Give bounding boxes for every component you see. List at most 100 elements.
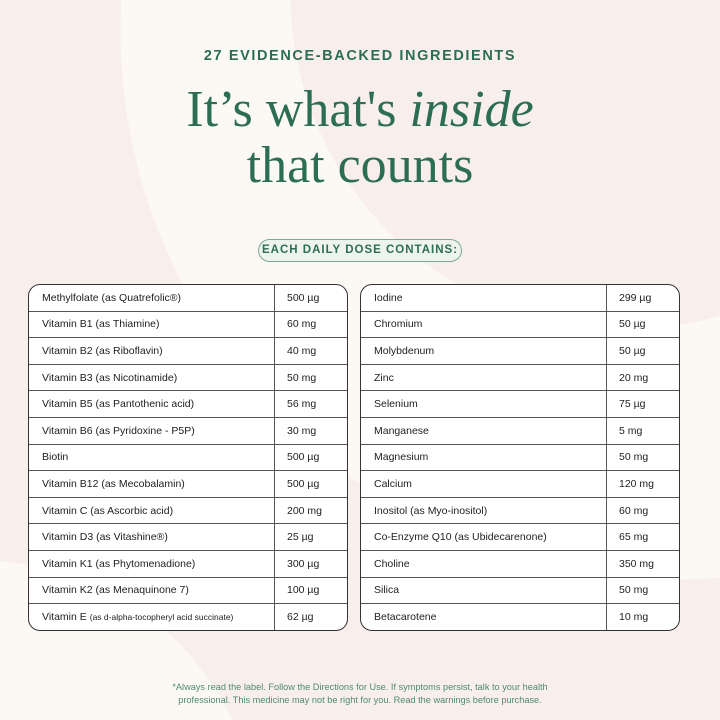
table-row: Betacarotene 10 mg xyxy=(361,604,679,630)
ingredient-name: Vitamin E (as d-alpha-tocopheryl acid suc… xyxy=(29,604,275,630)
table-row: Vitamin K1 (as Phytomenadione) 300 µg xyxy=(29,550,347,578)
table-row: Co-Enzyme Q10 (as Ubidecarenone) 65 mg xyxy=(361,524,679,551)
ingredient-dose: 40 mg xyxy=(287,344,317,357)
ingredient-name-text: Vitamin B1 (as Thiamine) xyxy=(42,318,160,331)
table-row: Vitamin C (as Ascorbic acid) 200 mg xyxy=(29,497,347,525)
table-row: Manganese 5 mg xyxy=(361,417,679,445)
ingredient-dose: 60 mg xyxy=(619,504,649,517)
ingredient-dose: 20 mg xyxy=(619,371,649,384)
daily-dose-badge: EACH DAILY DOSE CONTAINS: xyxy=(258,239,462,262)
ingredient-name: Iodine xyxy=(361,285,607,311)
ingredient-name-text: Iodine xyxy=(374,291,403,304)
ingredient-name-text: Molybdenum xyxy=(374,344,435,357)
disclaimer: *Always read the label. Follow the Direc… xyxy=(0,681,720,707)
ingredient-name: Selenium xyxy=(361,391,607,417)
ingredient-name: Vitamin K2 (as Menaquinone 7) xyxy=(29,577,275,604)
title-emphasis: inside xyxy=(409,81,534,138)
table-row: Chromium 50 µg xyxy=(361,311,679,339)
ingredient-dose: 50 mg xyxy=(287,371,317,384)
ingredient-name-text: Manganese xyxy=(374,424,429,437)
eyebrow-heading: 27 EVIDENCE-BACKED INGREDIENTS xyxy=(203,48,517,64)
disclaimer-line: *Always read the label. Follow the Direc… xyxy=(172,682,548,692)
disclaimer-line: professional. This medicine may not be r… xyxy=(178,695,542,705)
ingredient-dose: 30 mg xyxy=(287,424,317,437)
ingredients-table-left: Methylfolate (as Quatrefolic®) 500 µg Vita… xyxy=(28,284,348,631)
table-row: Silica 50 mg xyxy=(361,577,679,605)
ingredient-name-text: Vitamin E xyxy=(42,611,87,624)
ingredient-dose: 500 µg xyxy=(287,477,320,490)
table-row: Methylfolate (as Quatrefolic®) 500 µg xyxy=(29,285,347,312)
table-row: Iodine 299 µg xyxy=(361,285,679,312)
table-row: Magnesium 50 mg xyxy=(361,444,679,472)
table-row: Zinc 20 mg xyxy=(361,364,679,392)
ingredient-name: Vitamin B6 (as Pyridoxine - P5P) xyxy=(29,417,275,444)
ingredient-name: Vitamin C (as Ascorbic acid) xyxy=(29,497,275,524)
table-row: Vitamin B5 (as Pantothenic acid) 56 mg xyxy=(29,391,347,418)
ingredient-name-text: Vitamin B5 (as Pantothenic acid) xyxy=(42,398,195,411)
ingredient-dose: 300 µg xyxy=(287,557,320,570)
ingredient-name-text: Inositol (as Myo-inositol) xyxy=(374,504,488,517)
table-row: Vitamin B1 (as Thiamine) 60 mg xyxy=(29,311,347,339)
ingredient-dose: 56 mg xyxy=(287,398,317,411)
ingredient-name: Manganese xyxy=(361,417,607,444)
ingredient-name: Chromium xyxy=(361,311,607,338)
ingredient-dose: 65 mg xyxy=(619,531,649,544)
ingredient-dose: 100 µg xyxy=(287,584,320,597)
ingredient-name: Methylfolate (as Quatrefolic®) xyxy=(29,285,275,311)
ingredient-dose: 5 mg xyxy=(619,424,643,437)
ingredient-name: Vitamin K1 (as Phytomenadione) xyxy=(29,550,275,577)
ingredient-name: Betacarotene xyxy=(361,604,607,630)
ingredient-name-text: Vitamin C (as Ascorbic acid) xyxy=(42,504,174,517)
ingredient-dose: 120 mg xyxy=(619,477,655,490)
ingredient-dose: 50 mg xyxy=(619,451,649,464)
ingredient-name-text: Calcium xyxy=(374,477,412,490)
ingredient-name: Vitamin D3 (as Vitashine®) xyxy=(29,524,275,550)
ingredient-name: Vitamin B1 (as Thiamine) xyxy=(29,311,275,338)
ingredient-name: Vitamin B12 (as Mecobalamin) xyxy=(29,471,275,497)
ingredient-dose: 50 µg xyxy=(619,318,646,331)
table-row: Vitamin E (as d-alpha-tocopheryl acid suc… xyxy=(29,604,347,630)
ingredient-name: Vitamin B3 (as Nicotinamide) xyxy=(29,364,275,391)
ingredients-table-right: Iodine 299 µg Chromium 50 µg Molybdenum 50 µg… xyxy=(360,284,680,631)
table-row: Vitamin B3 (as Nicotinamide) 50 mg xyxy=(29,364,347,392)
ingredient-name: Choline xyxy=(361,550,607,577)
ingredient-name: Calcium xyxy=(361,471,607,497)
ingredient-name-text: Zinc xyxy=(374,371,394,384)
table-row: Inositol (as Myo-inositol) 60 mg xyxy=(361,497,679,525)
ingredient-name-text: Chromium xyxy=(374,318,423,331)
ingredient-name: Co-Enzyme Q10 (as Ubidecarenone) xyxy=(361,524,607,550)
ingredient-name-text: Selenium xyxy=(374,398,418,411)
ingredient-dose: 350 mg xyxy=(619,557,655,570)
ingredient-name-text: Betacarotene xyxy=(374,611,437,624)
ingredient-name-text: Vitamin K1 (as Phytomenadione) xyxy=(42,557,196,570)
ingredient-name-text: Co-Enzyme Q10 (as Ubidecarenone) xyxy=(374,531,547,544)
ingredient-name: Zinc xyxy=(361,364,607,391)
page-title: It’s what's inside that counts xyxy=(0,82,720,194)
ingredient-name: Vitamin B5 (as Pantothenic acid) xyxy=(29,391,275,417)
ingredient-dose: 50 mg xyxy=(619,584,649,597)
ingredient-name: Inositol (as Myo-inositol) xyxy=(361,497,607,524)
table-row: Vitamin B12 (as Mecobalamin) 500 µg xyxy=(29,471,347,498)
table-row: Vitamin B2 (as Riboflavin) 40 mg xyxy=(29,338,347,365)
ingredient-name-text: Magnesium xyxy=(374,451,429,464)
ingredient-dose: 299 µg xyxy=(619,291,652,304)
ingredient-dose: 10 mg xyxy=(619,611,649,624)
ingredient-name-text: Biotin xyxy=(42,451,69,464)
ingredient-dose: 50 µg xyxy=(619,344,646,357)
ingredient-name-text: Methylfolate (as Quatrefolic®) xyxy=(42,291,182,304)
table-row: Choline 350 mg xyxy=(361,550,679,578)
ingredient-dose: 62 µg xyxy=(287,611,314,624)
ingredient-name-text: Silica xyxy=(374,584,400,597)
ingredient-name: Vitamin B2 (as Riboflavin) xyxy=(29,338,275,364)
ingredient-name: Magnesium xyxy=(361,444,607,471)
ingredient-dose: 500 µg xyxy=(287,451,320,464)
ingredient-name-text: Vitamin K2 (as Menaquinone 7) xyxy=(42,584,189,597)
ingredient-name: Silica xyxy=(361,577,607,604)
table-row: Molybdenum 50 µg xyxy=(361,338,679,365)
ingredient-note: (as d-alpha-tocopheryl acid succinate) xyxy=(89,612,234,623)
ingredient-name: Molybdenum xyxy=(361,338,607,364)
table-row: Vitamin K2 (as Menaquinone 7) 100 µg xyxy=(29,577,347,605)
ingredient-name-text: Vitamin B6 (as Pyridoxine - P5P) xyxy=(42,424,195,437)
ingredient-dose: 500 µg xyxy=(287,291,320,304)
